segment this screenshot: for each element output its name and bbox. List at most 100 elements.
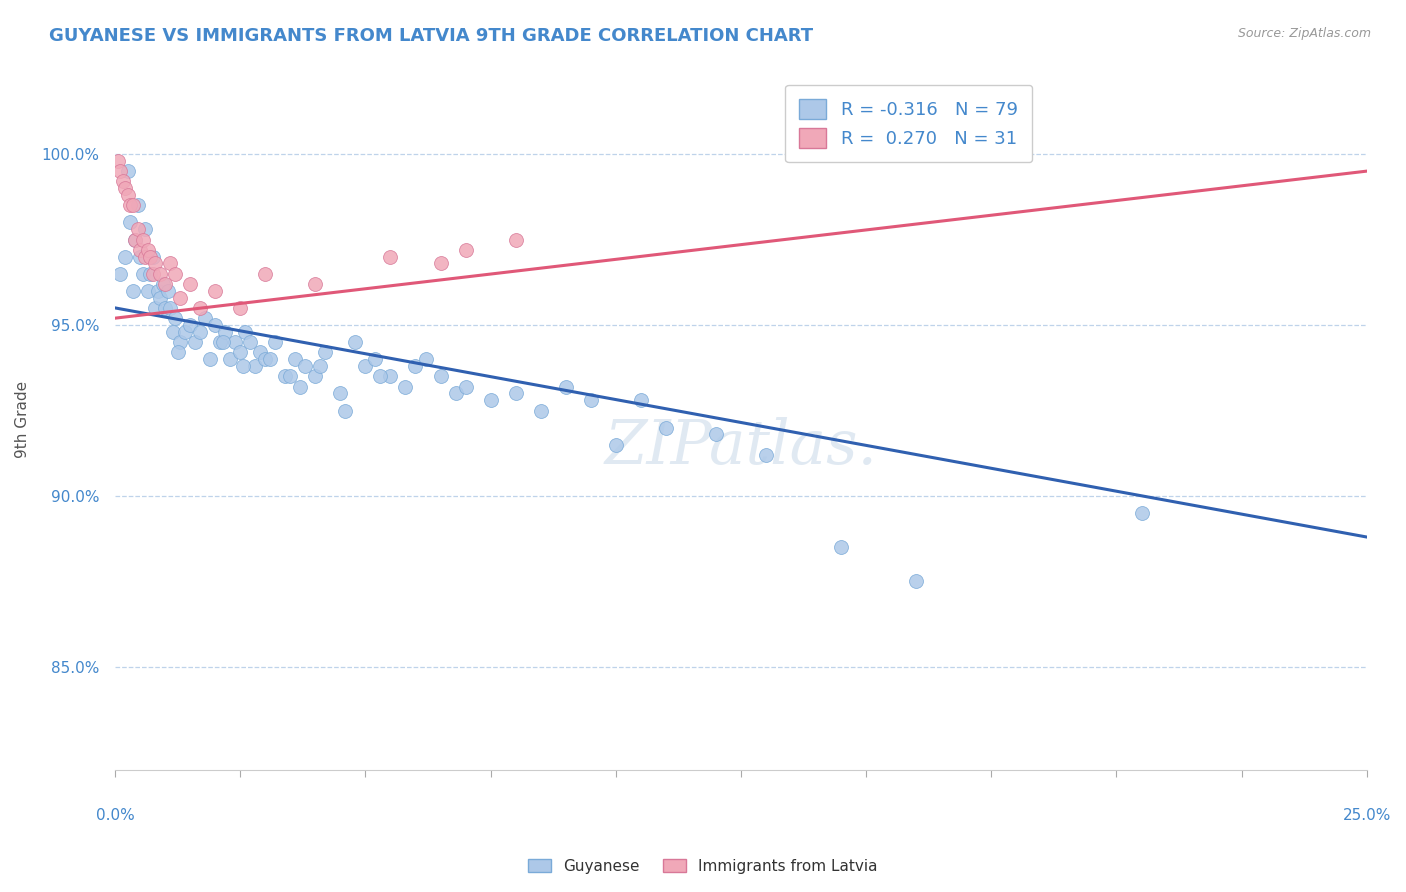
Point	[380, 369, 402, 384]
Point	[136, 243, 159, 257]
Point	[204, 318, 226, 332]
Point	[380, 250, 402, 264]
Point	[129, 243, 152, 257]
Point	[254, 352, 277, 367]
Point	[179, 277, 201, 291]
Point	[127, 222, 149, 236]
Point	[290, 379, 312, 393]
Point	[129, 250, 152, 264]
Point	[142, 267, 165, 281]
Point	[156, 284, 179, 298]
Point	[108, 267, 131, 281]
Y-axis label: 9th Grade: 9th Grade	[15, 381, 30, 458]
Point	[254, 267, 277, 281]
Point	[174, 325, 197, 339]
Point	[149, 267, 172, 281]
Point	[364, 352, 387, 367]
Point	[554, 379, 576, 393]
Legend: R = -0.316   N = 79, R =  0.270   N = 31: R = -0.316 N = 79, R = 0.270 N = 31	[785, 85, 1032, 162]
Text: Source: ZipAtlas.com: Source: ZipAtlas.com	[1237, 27, 1371, 40]
Point	[233, 325, 256, 339]
Point	[444, 386, 467, 401]
Text: 25.0%: 25.0%	[1343, 808, 1391, 823]
Point	[579, 393, 602, 408]
Point	[134, 222, 156, 236]
Point	[830, 541, 852, 555]
Point	[304, 369, 326, 384]
Point	[239, 335, 262, 350]
Point	[114, 250, 136, 264]
Point	[630, 393, 652, 408]
Point	[755, 448, 778, 462]
Point	[304, 277, 326, 291]
Point	[120, 198, 142, 212]
Point	[605, 438, 627, 452]
Point	[165, 267, 187, 281]
Point	[114, 181, 136, 195]
Point	[284, 352, 307, 367]
Point	[107, 153, 129, 168]
Point	[394, 379, 416, 393]
Point	[152, 277, 174, 291]
Text: GUYANESE VS IMMIGRANTS FROM LATVIA 9TH GRADE CORRELATION CHART: GUYANESE VS IMMIGRANTS FROM LATVIA 9TH G…	[49, 27, 813, 45]
Point	[121, 198, 143, 212]
Point	[111, 174, 134, 188]
Point	[314, 345, 336, 359]
Point	[139, 250, 162, 264]
Point	[370, 369, 392, 384]
Point	[162, 325, 184, 339]
Point	[120, 215, 142, 229]
Point	[454, 243, 477, 257]
Point	[143, 301, 166, 315]
Point	[309, 359, 332, 373]
Point	[224, 335, 246, 350]
Point	[344, 335, 367, 350]
Text: ZIPatlas.: ZIPatlas.	[605, 417, 877, 477]
Point	[153, 277, 176, 291]
Point	[131, 267, 153, 281]
Point	[505, 233, 527, 247]
Point	[505, 386, 527, 401]
Point	[169, 291, 191, 305]
Point	[127, 198, 149, 212]
Point	[655, 420, 678, 434]
Point	[166, 345, 188, 359]
Point	[232, 359, 254, 373]
Point	[229, 301, 252, 315]
Point	[200, 352, 222, 367]
Point	[165, 311, 187, 326]
Point	[704, 427, 727, 442]
Point	[188, 325, 211, 339]
Point	[479, 393, 502, 408]
Legend: Guyanese, Immigrants from Latvia: Guyanese, Immigrants from Latvia	[522, 853, 884, 880]
Text: 0.0%: 0.0%	[96, 808, 135, 823]
Point	[159, 301, 181, 315]
Point	[146, 284, 169, 298]
Point	[354, 359, 377, 373]
Point	[134, 250, 156, 264]
Point	[136, 284, 159, 298]
Point	[264, 335, 287, 350]
Point	[405, 359, 427, 373]
Point	[214, 325, 236, 339]
Point	[1130, 506, 1153, 520]
Point	[124, 233, 146, 247]
Point	[108, 164, 131, 178]
Point	[153, 301, 176, 315]
Point	[274, 369, 297, 384]
Point	[905, 574, 928, 589]
Point	[117, 164, 139, 178]
Point	[117, 188, 139, 202]
Point	[121, 284, 143, 298]
Point	[204, 284, 226, 298]
Point	[245, 359, 267, 373]
Point	[143, 256, 166, 270]
Point	[188, 301, 211, 315]
Point	[259, 352, 281, 367]
Point	[278, 369, 301, 384]
Point	[131, 233, 153, 247]
Point	[142, 250, 165, 264]
Point	[229, 345, 252, 359]
Point	[124, 233, 146, 247]
Point	[169, 335, 191, 350]
